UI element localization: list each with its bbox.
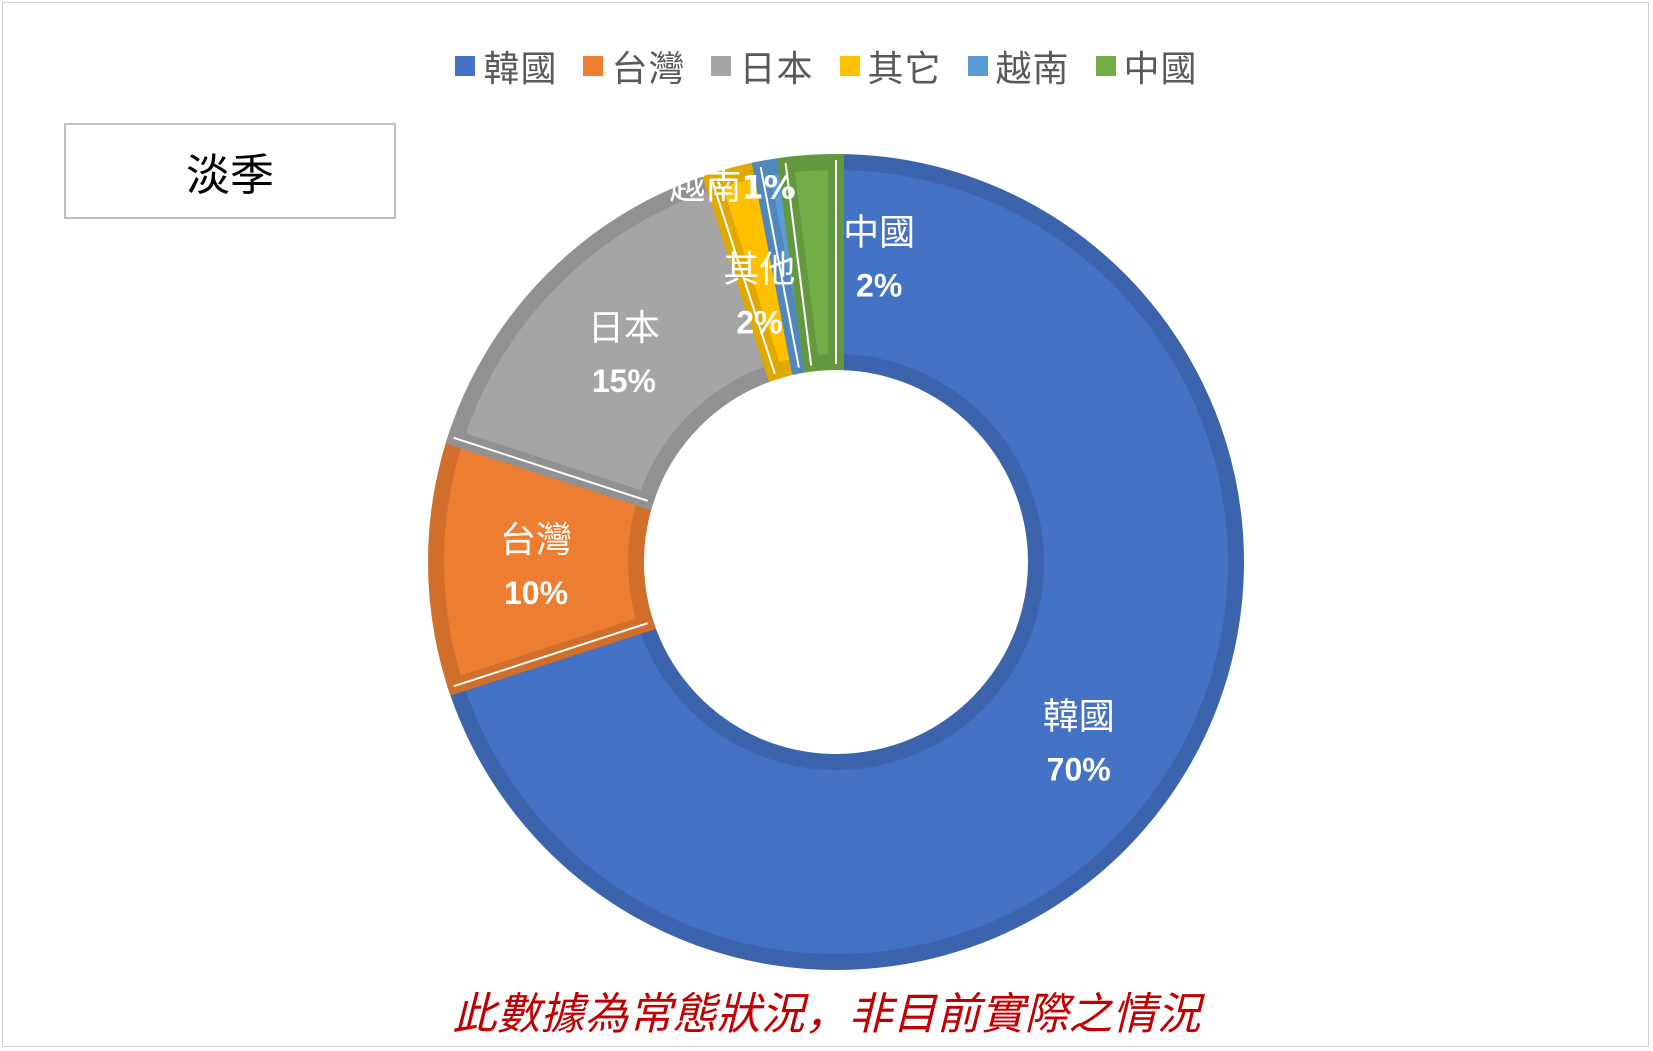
data-label-5: 越南1% bbox=[669, 167, 795, 208]
data-label-percent-2: 10% bbox=[504, 575, 568, 611]
legend-swatch bbox=[839, 56, 860, 76]
donut-slice-1 bbox=[445, 153, 1244, 970]
legend-item-taiwan: 台灣 bbox=[583, 40, 685, 92]
legend-swatch bbox=[455, 56, 476, 76]
data-label-percent-4: 2% bbox=[736, 304, 782, 340]
legend-item-korea: 韓國 bbox=[455, 40, 557, 92]
legend-swatch bbox=[711, 56, 732, 76]
legend-swatch bbox=[1095, 56, 1116, 76]
data-label-name-1: 韓國 bbox=[1043, 696, 1115, 737]
data-label-name-3: 日本 bbox=[588, 308, 660, 349]
legend-item-china: 中國 bbox=[1095, 40, 1198, 92]
legend-item-japan: 日本 bbox=[711, 40, 813, 92]
data-label-name-4: 其他 bbox=[723, 249, 795, 290]
chart-legend: 韓國 台灣 日本 其它 越南 中國 bbox=[0, 40, 1653, 92]
slice-separator bbox=[759, 166, 800, 368]
legend-label: 中國 bbox=[1123, 49, 1198, 90]
slice-separator bbox=[453, 436, 648, 502]
data-label-percent-1: 70% bbox=[1047, 751, 1111, 787]
legend-item-vietnam: 越南 bbox=[967, 40, 1070, 92]
season-box: 淡季 bbox=[64, 123, 396, 219]
slice-separator bbox=[453, 622, 648, 688]
legend-label: 韓國 bbox=[483, 49, 558, 90]
legend-label: 越南 bbox=[995, 49, 1070, 90]
donut-slice-3 bbox=[445, 171, 785, 511]
legend-label: 台灣 bbox=[611, 49, 686, 90]
data-label-percent-6: 2% bbox=[856, 268, 902, 304]
legend-swatch bbox=[967, 56, 988, 76]
legend-item-other: 其它 bbox=[839, 40, 942, 92]
legend-label: 日本 bbox=[739, 49, 814, 90]
slice-separator bbox=[784, 163, 813, 366]
data-label-name-6: 中國 bbox=[843, 213, 915, 254]
data-label-percent-3: 15% bbox=[592, 363, 656, 399]
legend-swatch bbox=[583, 56, 604, 76]
footnote: 此數據為常態狀況，非目前實際之情況 bbox=[452, 989, 1201, 1040]
season-label: 淡季 bbox=[186, 150, 274, 201]
data-label-name-2: 台灣 bbox=[500, 520, 572, 561]
slice-separator bbox=[710, 179, 776, 374]
legend-label: 其它 bbox=[867, 49, 942, 90]
